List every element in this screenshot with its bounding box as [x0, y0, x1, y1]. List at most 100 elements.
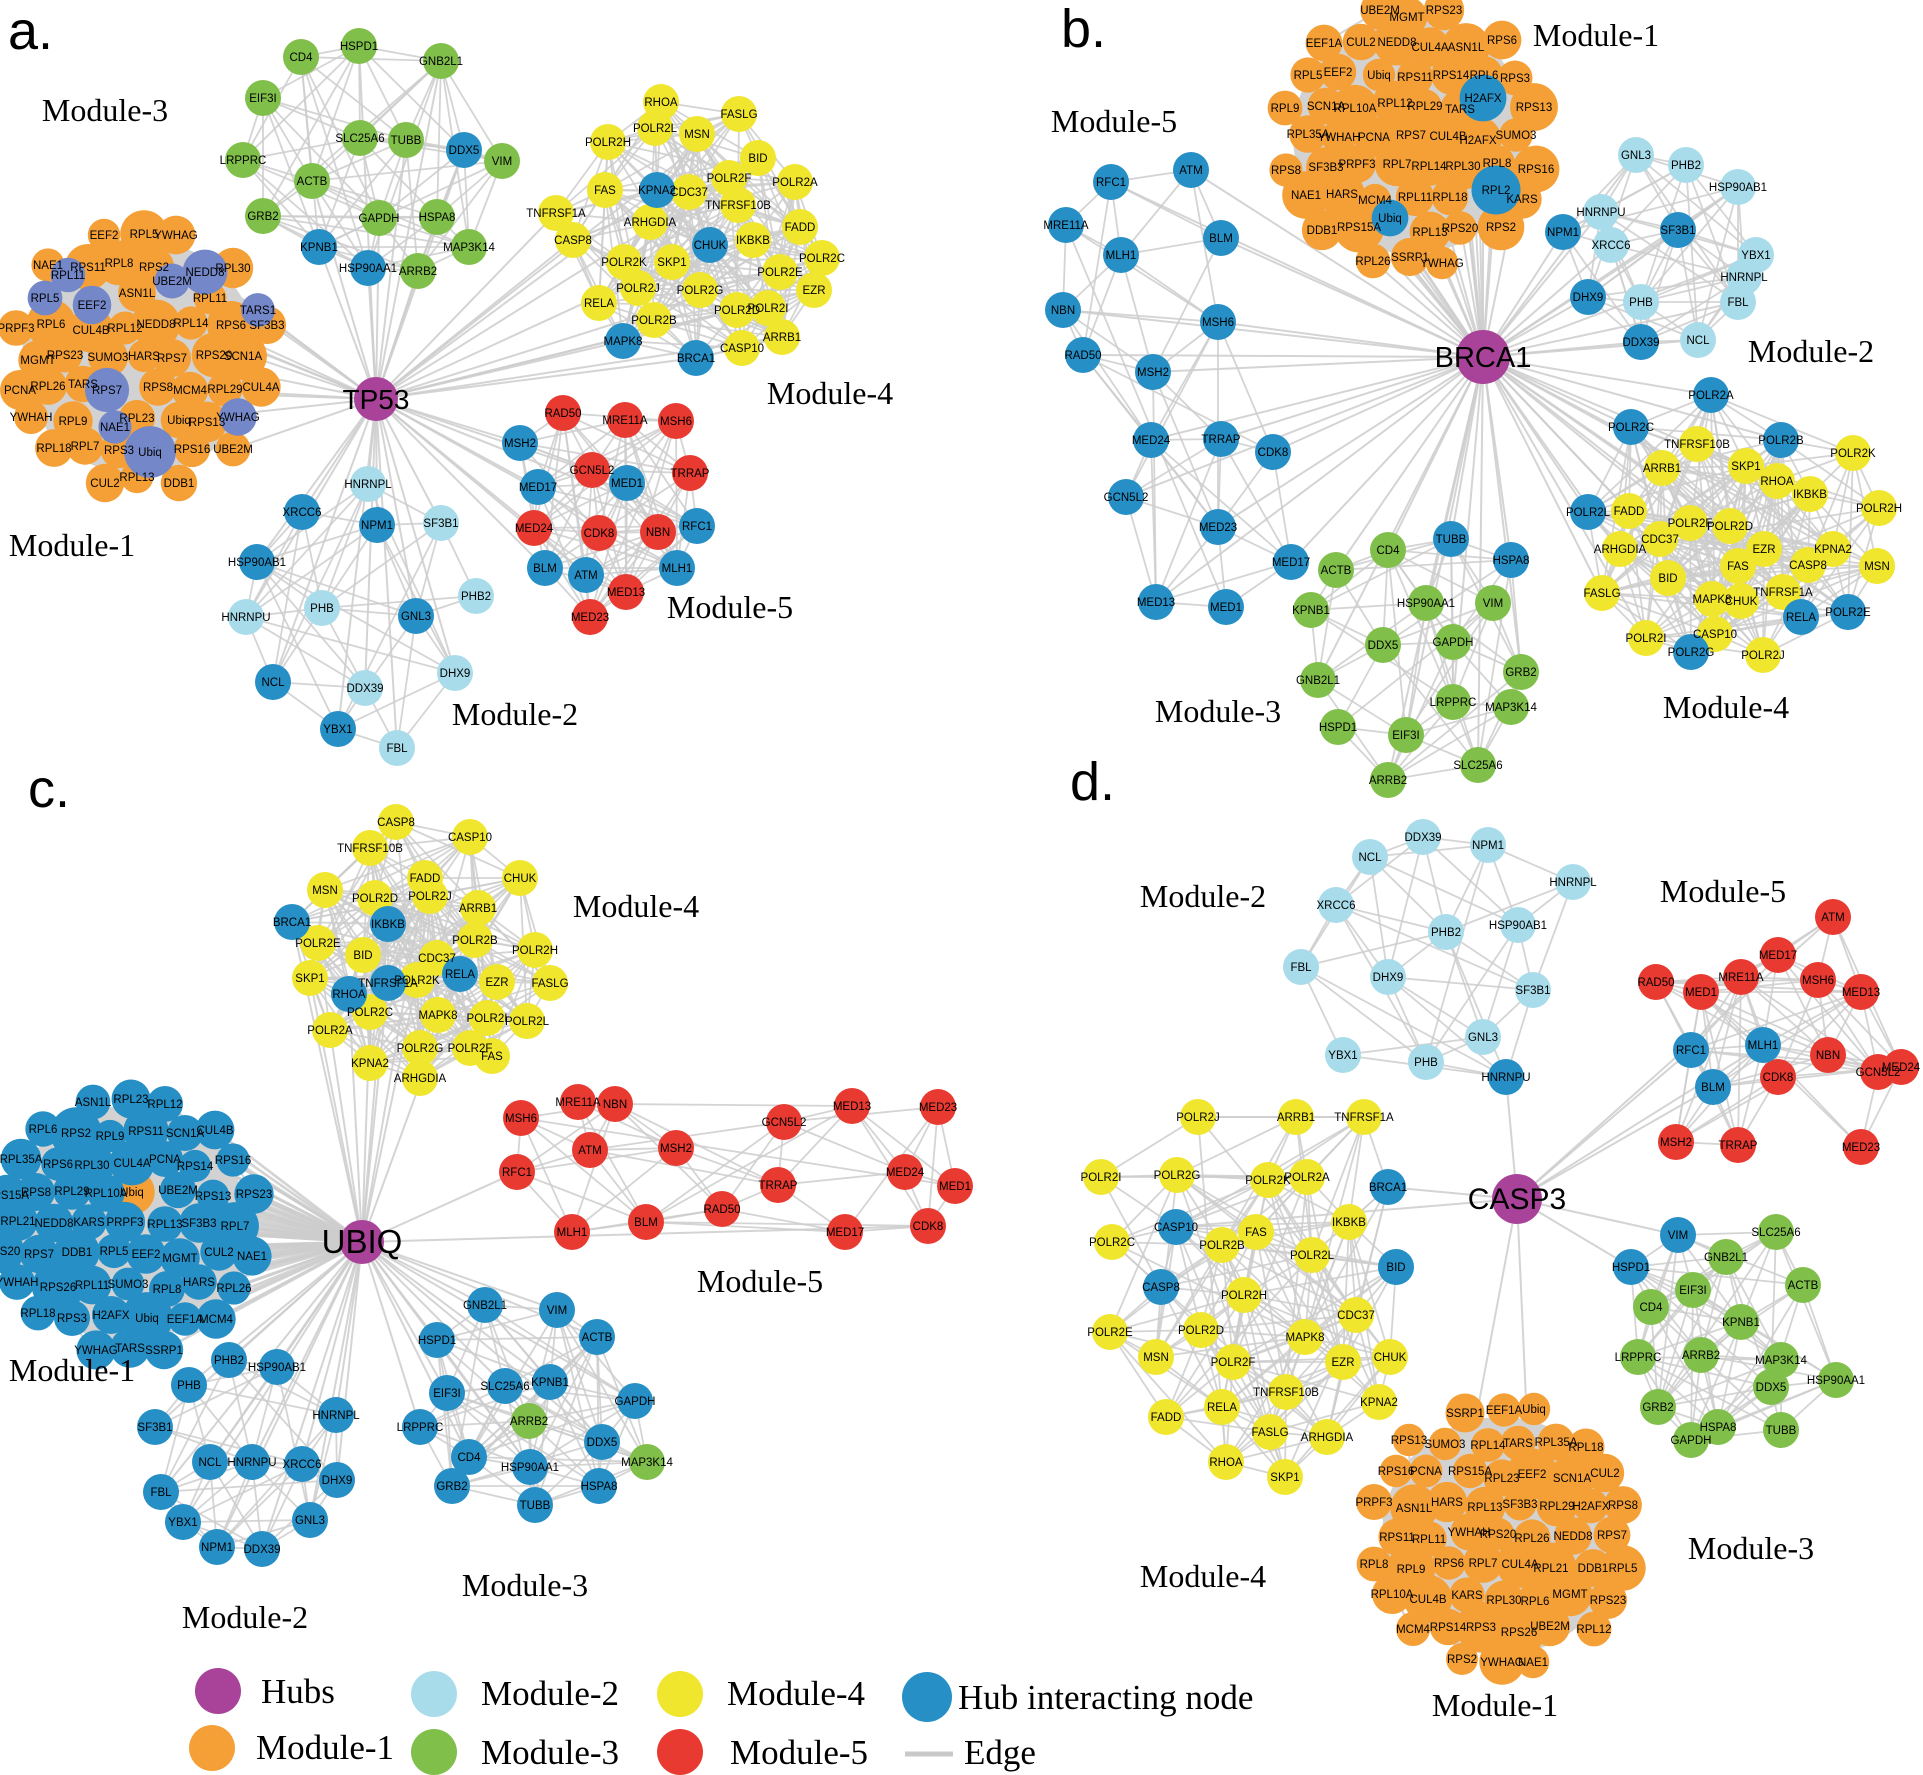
svg-text:CD4: CD4	[1639, 1302, 1663, 1314]
svg-text:MAPK8: MAPK8	[1693, 594, 1732, 606]
svg-text:SSRP1: SSRP1	[1391, 252, 1429, 264]
svg-text:PHB2: PHB2	[214, 1355, 244, 1367]
svg-text:TARS: TARS	[1445, 104, 1475, 116]
svg-text:ASN1L: ASN1L	[119, 288, 156, 300]
svg-text:RPL6: RPL6	[37, 319, 66, 331]
svg-text:CDK8: CDK8	[1763, 1072, 1794, 1084]
svg-text:RPL11: RPL11	[1398, 192, 1432, 204]
svg-text:CHUK: CHUK	[1374, 1352, 1407, 1364]
svg-text:RPL11: RPL11	[1412, 1534, 1446, 1546]
svg-text:CUL2: CUL2	[90, 478, 119, 490]
svg-text:ASN1L: ASN1L	[75, 1097, 112, 1109]
svg-text:GAPDH: GAPDH	[615, 1396, 656, 1408]
svg-text:RFC1: RFC1	[502, 1167, 532, 1179]
svg-text:HSPD1: HSPD1	[418, 1335, 456, 1347]
svg-text:NPM1: NPM1	[201, 1542, 233, 1554]
svg-text:POLR2H: POLR2H	[1221, 1290, 1267, 1302]
svg-text:RPL18: RPL18	[20, 1308, 55, 1320]
svg-text:SKP1: SKP1	[1731, 461, 1760, 473]
svg-text:DDB1: DDB1	[164, 478, 195, 490]
svg-text:RPL7: RPL7	[1383, 159, 1412, 171]
svg-text:RPS23: RPS23	[47, 350, 83, 362]
svg-text:ACTB: ACTB	[297, 176, 328, 188]
svg-text:TRRAP: TRRAP	[759, 1180, 798, 1192]
svg-text:ATM: ATM	[578, 1145, 601, 1157]
svg-text:HSPA8: HSPA8	[1700, 1422, 1737, 1434]
svg-text:RPL10A: RPL10A	[85, 1188, 128, 1200]
svg-text:PHB2: PHB2	[1671, 160, 1701, 172]
svg-text:YWHAG: YWHAG	[74, 1345, 118, 1357]
svg-text:FADD: FADD	[1151, 1412, 1182, 1424]
svg-text:EEF2: EEF2	[78, 300, 107, 312]
svg-text:BLM: BLM	[1701, 1082, 1725, 1094]
svg-text:RPS2: RPS2	[139, 262, 169, 274]
svg-text:GNL3: GNL3	[1468, 1032, 1498, 1044]
svg-text:TARS: TARS	[115, 1343, 145, 1355]
svg-text:MED17: MED17	[1759, 950, 1797, 962]
svg-text:RPS14: RPS14	[1433, 70, 1470, 82]
svg-text:XRCC6: XRCC6	[283, 507, 322, 519]
svg-text:ARHGDIA: ARHGDIA	[394, 1073, 447, 1085]
svg-text:SF3B1: SF3B1	[1515, 985, 1550, 997]
svg-text:FAS: FAS	[1727, 561, 1749, 573]
svg-text:MED17: MED17	[1272, 557, 1310, 569]
svg-text:YWHAH: YWHAH	[1448, 1527, 1491, 1539]
svg-text:PHB: PHB	[1414, 1057, 1438, 1069]
svg-text:KARS: KARS	[73, 1217, 105, 1229]
svg-text:TNFRSF10B: TNFRSF10B	[337, 843, 403, 855]
svg-text:ARHGDIA: ARHGDIA	[1594, 544, 1647, 556]
svg-text:MCM4: MCM4	[199, 1314, 233, 1326]
svg-text:KARS: KARS	[1506, 194, 1538, 206]
svg-text:MAP3K14: MAP3K14	[443, 242, 495, 254]
svg-text:CHUK: CHUK	[694, 240, 727, 252]
svg-text:Ubiq: Ubiq	[167, 415, 191, 427]
svg-text:VIM: VIM	[1483, 598, 1503, 610]
svg-text:DDB1: DDB1	[62, 1247, 93, 1259]
svg-text:DDB1: DDB1	[1578, 1563, 1609, 1575]
svg-text:Module-2: Module-2	[1748, 333, 1874, 369]
svg-text:RHOA: RHOA	[1209, 1457, 1243, 1469]
svg-text:RFC1: RFC1	[682, 521, 712, 533]
svg-text:EIF3I: EIF3I	[1392, 730, 1419, 742]
svg-text:POLR2G: POLR2G	[1668, 647, 1715, 659]
svg-text:ACTB: ACTB	[582, 1332, 613, 1344]
svg-text:SCN1A: SCN1A	[224, 351, 263, 363]
svg-text:ARRB1: ARRB1	[763, 332, 801, 344]
svg-text:RPL11: RPL11	[51, 270, 85, 282]
svg-text:Hubs: Hubs	[261, 1672, 335, 1711]
svg-text:MED24: MED24	[1882, 1062, 1921, 1074]
svg-text:Module-5: Module-5	[730, 1733, 868, 1772]
svg-text:Module-5: Module-5	[1660, 873, 1786, 909]
svg-text:CUL4A: CUL4A	[1411, 42, 1448, 54]
svg-text:ARHGDIA: ARHGDIA	[624, 217, 677, 229]
svg-text:MED24: MED24	[886, 1167, 925, 1179]
svg-text:KPNB1: KPNB1	[1292, 605, 1330, 617]
svg-text:TUBB: TUBB	[391, 135, 422, 147]
svg-text:UBE2M: UBE2M	[152, 276, 192, 288]
svg-text:DDX39: DDX39	[1622, 337, 1659, 349]
svg-text:FBL: FBL	[386, 743, 408, 755]
svg-text:BLM: BLM	[634, 1217, 658, 1229]
svg-text:RPS13: RPS13	[1391, 1435, 1427, 1447]
svg-text:TRRAP: TRRAP	[671, 468, 710, 480]
svg-text:RPL30: RPL30	[1486, 1595, 1521, 1607]
svg-text:RPL8: RPL8	[1360, 1559, 1389, 1571]
svg-text:HSPA8: HSPA8	[1493, 555, 1530, 567]
svg-text:MGMT: MGMT	[162, 1253, 197, 1265]
svg-text:RPS23: RPS23	[1590, 1595, 1626, 1607]
svg-text:POLR2J: POLR2J	[1741, 650, 1784, 662]
svg-text:RPL5: RPL5	[1294, 70, 1323, 82]
svg-text:HNRNPL: HNRNPL	[1549, 877, 1597, 889]
svg-text:DDX5: DDX5	[1368, 640, 1399, 652]
svg-text:POLR2C: POLR2C	[347, 1007, 393, 1019]
svg-text:CASP10: CASP10	[448, 832, 492, 844]
svg-text:BRCA1: BRCA1	[1369, 1182, 1407, 1194]
svg-text:PCNA: PCNA	[1410, 1466, 1442, 1478]
svg-text:POLR2I: POLR2I	[1081, 1172, 1122, 1184]
svg-text:ARRB2: ARRB2	[1369, 775, 1407, 787]
svg-text:MED1: MED1	[939, 1181, 971, 1193]
svg-text:POLR2J: POLR2J	[616, 283, 659, 295]
svg-text:RPS13: RPS13	[189, 417, 225, 429]
svg-text:RHOA: RHOA	[1760, 476, 1794, 488]
svg-text:POLR2A: POLR2A	[1688, 390, 1734, 402]
